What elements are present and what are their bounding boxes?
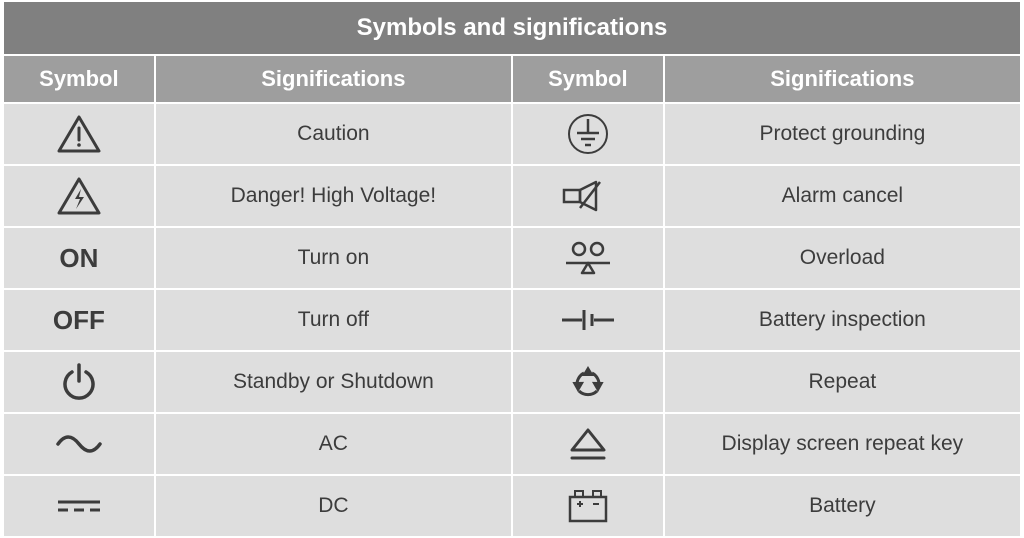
signification-cell: Repeat bbox=[665, 352, 1020, 412]
header-signification-2: Significations bbox=[665, 56, 1020, 102]
signification-cell: AC bbox=[156, 414, 511, 474]
ground-icon bbox=[567, 113, 609, 155]
table-row: OFF Turn off Battery inspection bbox=[4, 290, 1020, 350]
table-row: ON Turn on Overload bbox=[4, 228, 1020, 288]
table-row: AC Display screen repeat key bbox=[4, 414, 1020, 474]
symbol-cell bbox=[4, 414, 154, 474]
signification-cell: Caution bbox=[156, 104, 511, 164]
table-row: Standby or Shutdown Repeat bbox=[4, 352, 1020, 412]
signification-cell: Standby or Shutdown bbox=[156, 352, 511, 412]
header-symbol-1: Symbol bbox=[4, 56, 154, 102]
alarm-cancel-icon bbox=[560, 178, 616, 214]
symbol-cell: ON bbox=[4, 228, 154, 288]
off-text-icon: OFF bbox=[53, 305, 105, 335]
signification-cell: Battery inspection bbox=[665, 290, 1020, 350]
symbol-cell bbox=[4, 104, 154, 164]
signification-cell: Overload bbox=[665, 228, 1020, 288]
signification-cell: Display screen repeat key bbox=[665, 414, 1020, 474]
table-row: Caution Protect grounding bbox=[4, 104, 1020, 164]
symbol-cell bbox=[513, 290, 663, 350]
signification-cell: Alarm cancel bbox=[665, 166, 1020, 226]
symbols-table: Symbols and significations Symbol Signif… bbox=[2, 0, 1022, 538]
symbol-cell bbox=[513, 228, 663, 288]
power-icon bbox=[61, 363, 97, 401]
eject-icon bbox=[568, 426, 608, 462]
symbol-cell bbox=[513, 104, 663, 164]
signification-cell: Protect grounding bbox=[665, 104, 1020, 164]
signification-cell: Turn off bbox=[156, 290, 511, 350]
battery-inspection-icon bbox=[560, 305, 616, 335]
table-title: Symbols and significations bbox=[4, 2, 1020, 54]
symbol-cell bbox=[513, 166, 663, 226]
overload-icon bbox=[562, 239, 614, 277]
header-symbol-2: Symbol bbox=[513, 56, 663, 102]
ac-icon bbox=[54, 432, 104, 456]
table-header-row: Symbol Significations Symbol Significati… bbox=[4, 56, 1020, 102]
on-text-icon: ON bbox=[59, 243, 98, 273]
caution-icon bbox=[56, 114, 102, 154]
signification-cell: Battery bbox=[665, 476, 1020, 536]
battery-icon bbox=[565, 487, 611, 525]
recycle-icon bbox=[568, 363, 608, 401]
table-row: DC Battery bbox=[4, 476, 1020, 536]
signification-cell: DC bbox=[156, 476, 511, 536]
signification-cell: Danger! High Voltage! bbox=[156, 166, 511, 226]
symbol-cell bbox=[513, 476, 663, 536]
signification-cell: Turn on bbox=[156, 228, 511, 288]
symbol-cell bbox=[4, 166, 154, 226]
symbol-cell bbox=[4, 352, 154, 412]
symbol-cell bbox=[513, 352, 663, 412]
symbol-cell: OFF bbox=[4, 290, 154, 350]
high-voltage-icon bbox=[56, 176, 102, 216]
header-signification-1: Significations bbox=[156, 56, 511, 102]
symbol-cell bbox=[4, 476, 154, 536]
dc-icon bbox=[54, 497, 104, 515]
symbol-cell bbox=[513, 414, 663, 474]
table-row: Danger! High Voltage! Alarm cancel bbox=[4, 166, 1020, 226]
table-title-row: Symbols and significations bbox=[4, 2, 1020, 54]
